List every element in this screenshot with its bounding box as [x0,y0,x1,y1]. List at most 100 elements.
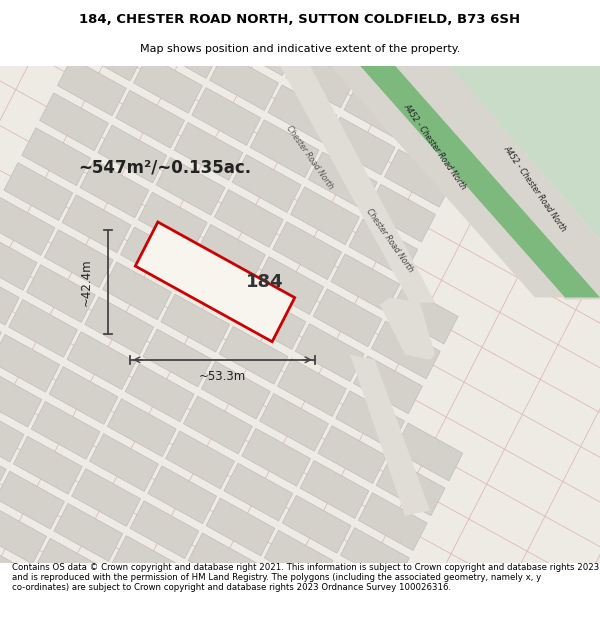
Polygon shape [0,541,29,599]
Polygon shape [166,431,235,489]
Polygon shape [121,227,189,285]
Polygon shape [340,528,409,586]
Polygon shape [295,324,364,381]
Polygon shape [268,85,337,142]
Polygon shape [326,117,395,175]
Polygon shape [36,538,105,596]
Polygon shape [331,254,400,312]
Polygon shape [350,354,430,516]
Polygon shape [0,369,42,427]
Polygon shape [380,298,435,360]
Polygon shape [0,268,19,325]
Polygon shape [323,562,391,621]
Polygon shape [103,262,172,320]
Polygon shape [277,359,346,416]
Polygon shape [54,504,122,561]
Polygon shape [300,461,369,518]
Polygon shape [40,93,109,151]
Polygon shape [389,286,458,344]
Polygon shape [224,463,293,521]
Polygon shape [358,492,427,551]
Polygon shape [385,149,454,207]
Polygon shape [13,436,82,494]
Polygon shape [0,232,37,290]
Polygon shape [62,195,131,252]
Polygon shape [44,230,113,288]
Text: ~42.4m: ~42.4m [79,258,92,306]
Polygon shape [156,158,225,215]
Polygon shape [94,571,163,625]
Polygon shape [8,299,77,358]
Polygon shape [353,356,422,414]
Text: 184: 184 [246,273,284,291]
Text: Contains OS data © Crown copyright and database right 2021. This information is : Contains OS data © Crown copyright and d… [12,562,599,592]
Polygon shape [381,595,450,625]
Polygon shape [72,469,140,526]
Polygon shape [143,329,212,387]
Polygon shape [197,224,265,282]
Polygon shape [318,426,387,484]
Polygon shape [85,297,154,354]
Polygon shape [371,321,440,379]
Polygon shape [237,291,306,349]
Polygon shape [394,423,463,481]
Text: Chester Road North: Chester Road North [284,124,335,191]
Polygon shape [367,184,436,242]
Polygon shape [134,56,202,113]
Polygon shape [344,82,413,140]
Polygon shape [75,23,144,81]
Polygon shape [18,573,87,625]
Polygon shape [227,18,296,76]
Polygon shape [31,401,100,459]
Polygon shape [308,152,377,210]
Polygon shape [0,471,64,529]
Polygon shape [272,222,341,279]
Polygon shape [0,198,55,256]
Polygon shape [0,302,1,360]
Polygon shape [290,187,359,244]
Polygon shape [202,361,270,419]
Polygon shape [0,439,6,497]
Polygon shape [169,0,238,43]
Polygon shape [22,127,91,186]
Polygon shape [93,0,162,46]
Polygon shape [360,66,600,298]
Polygon shape [0,506,47,564]
Text: ~53.3m: ~53.3m [199,370,246,383]
Polygon shape [242,428,311,486]
Polygon shape [393,66,600,299]
Polygon shape [376,458,445,516]
Polygon shape [67,332,136,389]
Polygon shape [0,334,59,392]
Text: 184, CHESTER ROAD NORTH, SUTTON COLDFIELD, B73 6SH: 184, CHESTER ROAD NORTH, SUTTON COLDFIEL… [79,13,521,26]
Polygon shape [450,66,600,240]
Polygon shape [209,52,278,111]
Polygon shape [330,66,568,298]
Polygon shape [107,399,176,457]
Text: Chester Road North: Chester Road North [365,207,415,274]
Polygon shape [136,222,295,342]
Polygon shape [148,466,217,524]
Polygon shape [112,536,181,594]
Polygon shape [260,394,328,451]
Polygon shape [214,189,283,248]
Polygon shape [247,565,316,623]
Text: A452 - Chester Road North: A452 - Chester Road North [502,144,568,233]
Polygon shape [58,58,126,116]
Polygon shape [206,498,275,556]
Polygon shape [192,88,260,146]
Text: Map shows position and indicative extent of the property.: Map shows position and indicative extent… [140,44,460,54]
Polygon shape [349,219,418,277]
Polygon shape [161,294,230,352]
Polygon shape [250,120,319,177]
Polygon shape [98,125,167,183]
Polygon shape [89,434,158,491]
Polygon shape [286,50,355,108]
Polygon shape [282,496,351,553]
Polygon shape [232,154,301,212]
Polygon shape [313,289,382,347]
Text: A452 - Chester Road North: A452 - Chester Road North [402,102,468,191]
Polygon shape [188,533,257,591]
Polygon shape [280,66,435,302]
Polygon shape [255,257,323,314]
